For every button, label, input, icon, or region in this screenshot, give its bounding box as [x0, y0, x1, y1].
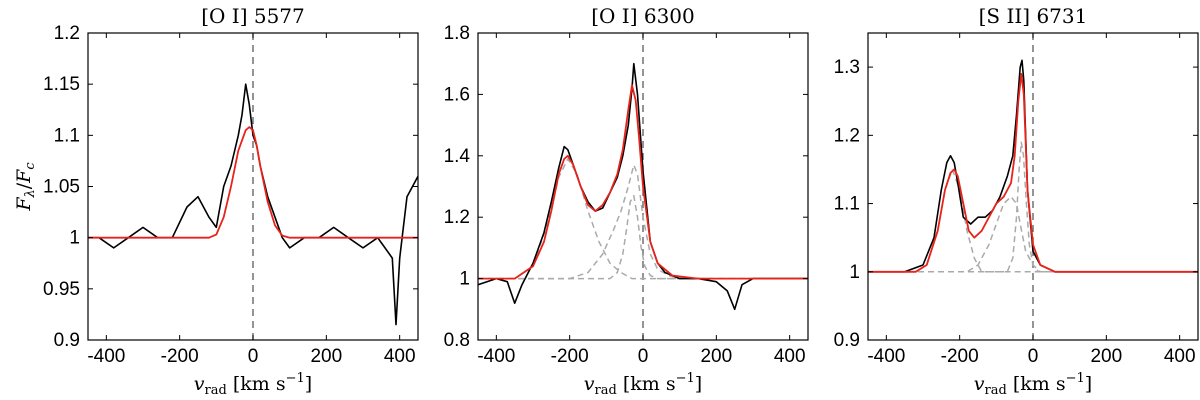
y-tick-label: 1.15	[43, 74, 80, 95]
y-tick-label: 0.95	[43, 279, 80, 300]
y-tick-label: 1.2	[834, 125, 860, 146]
y-tick-label: 1.2	[444, 207, 470, 228]
series-line-component-3	[478, 164, 808, 280]
x-axis-label: vrad [km s−1]	[194, 371, 312, 398]
chart-panel-1: [O I] 5577 -400 -200 0 200 400 0.9 0.95 1 1.05 1.1…	[13, 4, 419, 398]
series-line-observed-0	[478, 62, 808, 311]
chart-panel-2: [O I] 6300 -400 -200 0 200 400 0.8 1 1.2 1.4 1.6 1.…	[444, 4, 809, 398]
chart-title: [O I] 5577	[201, 4, 305, 28]
y-tick-label: 1	[459, 269, 470, 290]
y-tick-label: 1	[849, 262, 860, 283]
x-tick-label: -200	[941, 346, 979, 367]
x-tick-label: 200	[1090, 346, 1122, 367]
x-tick-label: 200	[700, 346, 732, 367]
y-tick-label: 0.8	[444, 330, 470, 351]
series-group	[88, 33, 418, 340]
chart-title: [S II] 6731	[979, 4, 1088, 28]
y-tick-label: 1.8	[444, 23, 470, 44]
chart-title: [O I] 6300	[591, 4, 695, 28]
x-tick-label: -400	[867, 346, 905, 367]
x-axis-label: vrad [km s−1]	[584, 371, 702, 398]
y-tick-label: 1	[69, 228, 80, 249]
x-tick-label: -400	[477, 346, 515, 367]
y-tick-label: 1.4	[444, 146, 471, 167]
x-axis-label: vrad [km s−1]	[974, 371, 1092, 398]
plot-frame	[87, 32, 419, 341]
y-tick-label: 1.3	[834, 57, 860, 78]
y-tick-label: 1.1	[54, 125, 80, 146]
series-line-fit-1	[478, 84, 808, 280]
series-line-component-2	[868, 168, 1198, 273]
y-tick-label: 1.05	[43, 177, 80, 198]
y-tick-label: 0.9	[54, 330, 80, 351]
x-tick-label: 0	[248, 346, 259, 367]
y-tick-label: 0.9	[834, 330, 860, 351]
x-tick-label: 200	[310, 346, 342, 367]
y-tick-label: 1.6	[444, 84, 470, 105]
x-tick-label: -400	[87, 346, 125, 367]
series-line-component-4	[868, 141, 1198, 273]
plot-frame	[867, 32, 1199, 341]
y-tick-label: 1.2	[54, 23, 80, 44]
x-tick-label: 0	[1028, 346, 1039, 367]
series-line-fit-1	[88, 126, 418, 239]
series-line-fit-1	[868, 73, 1198, 273]
y-tick-label: 1.1	[834, 194, 860, 215]
series-group	[478, 33, 808, 340]
x-tick-label: 400	[1164, 346, 1196, 367]
chart-panel-3: [S II] 6731 -400 -200 0 200 400 0.9 1 1.1 1.2 1.3 v…	[834, 4, 1199, 398]
x-tick-label: -200	[161, 346, 199, 367]
series-line-component-4	[478, 194, 808, 280]
series-group	[868, 33, 1198, 340]
x-tick-label: 0	[638, 346, 649, 367]
y-axis-label: Fλ/Fc	[13, 162, 38, 212]
x-tick-label: -200	[551, 346, 589, 367]
x-tick-label: 400	[384, 346, 416, 367]
x-tick-label: 400	[774, 346, 806, 367]
